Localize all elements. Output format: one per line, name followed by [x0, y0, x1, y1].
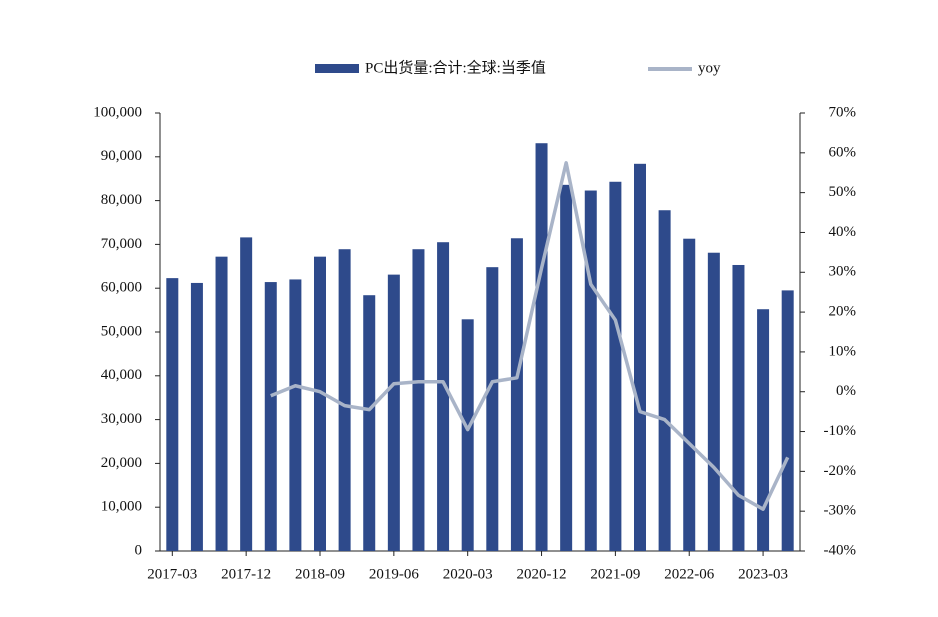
bar: [314, 256, 326, 551]
bar: [240, 237, 253, 551]
x-tick-label: 2022-06: [664, 566, 714, 582]
x-tick-label: 2017-03: [147, 566, 197, 582]
y-tick-label: 100,000: [93, 104, 142, 120]
bar: [535, 143, 548, 552]
bar: [289, 279, 302, 551]
y-tick-label: 30,000: [101, 411, 142, 427]
bar: [707, 252, 720, 552]
y-tick-label: 20,000: [101, 455, 142, 471]
y-tick-label: 50,000: [101, 323, 142, 339]
bar: [338, 249, 351, 551]
x-tick-label: 2020-12: [517, 566, 567, 582]
bar: [658, 210, 671, 551]
x-tick-label: 2023-03: [738, 566, 788, 582]
y2-tick-label: -30%: [824, 503, 857, 519]
x-tick-label: 2020-03: [443, 566, 493, 582]
y-tick-label: 90,000: [101, 148, 142, 164]
bar: [781, 290, 794, 551]
y2-tick-label: 30%: [829, 264, 857, 280]
bar: [412, 249, 425, 551]
y2-tick-label: 0%: [836, 383, 856, 399]
legend-label: PC出货量:合计:全球:当季值: [365, 58, 546, 76]
x-tick-label: 2017-12: [221, 566, 271, 582]
bar: [510, 238, 523, 551]
bar: [486, 267, 499, 551]
bar: [387, 274, 400, 551]
y2-tick-label: 10%: [829, 343, 857, 359]
y-tick-label: 10,000: [101, 499, 142, 515]
legend-label: yoy: [698, 60, 721, 76]
y-tick-label: 0: [135, 542, 143, 558]
bar: [609, 181, 622, 552]
bar: [215, 256, 228, 551]
bar: [683, 238, 696, 551]
y2-tick-label: 60%: [829, 144, 857, 160]
y2-tick-label: 40%: [829, 224, 857, 240]
bar: [732, 264, 745, 551]
bar: [634, 163, 646, 552]
x-tick-label: 2021-09: [590, 566, 640, 582]
bar: [461, 319, 474, 551]
bar: [757, 309, 770, 551]
x-tick-label: 2018-09: [295, 566, 345, 582]
bar: [166, 278, 179, 551]
line: [270, 161, 790, 511]
y-tick-label: 70,000: [101, 236, 142, 252]
y2-tick-label: -10%: [824, 423, 857, 439]
bar: [584, 190, 597, 551]
bar: [560, 184, 573, 551]
y2-tick-label: 70%: [829, 104, 857, 120]
x-tick-label: 2019-06: [369, 566, 419, 582]
y2-tick-label: -40%: [824, 542, 857, 558]
bar: [190, 282, 203, 551]
bar: [363, 295, 376, 551]
bar: [437, 242, 450, 551]
y-tick-label: 60,000: [101, 280, 142, 296]
y-tick-label: 80,000: [101, 192, 142, 208]
legend-swatch: [315, 64, 359, 73]
y2-tick-label: 50%: [829, 184, 857, 200]
y2-tick-label: -20%: [824, 463, 857, 479]
y2-tick-label: 20%: [829, 304, 857, 320]
bar: [264, 282, 277, 551]
y-tick-label: 40,000: [101, 367, 142, 383]
